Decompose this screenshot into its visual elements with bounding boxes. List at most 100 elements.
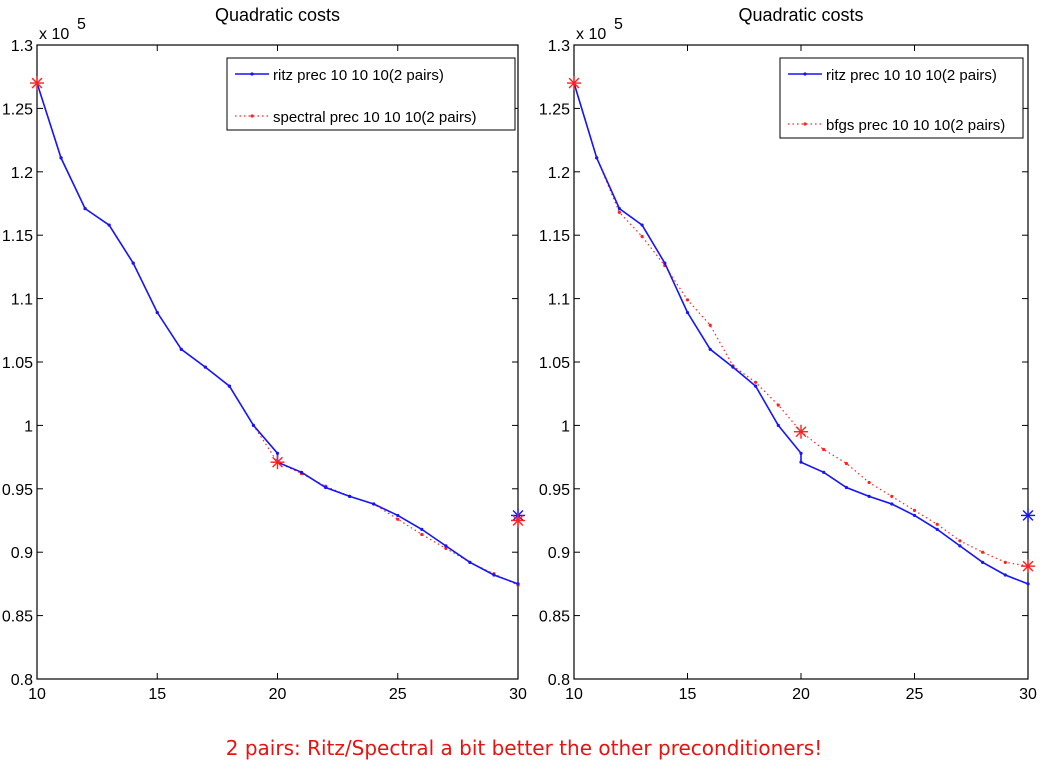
series-point-1	[83, 206, 87, 211]
series-point-1	[107, 223, 111, 227]
legend-box	[226, 57, 516, 131]
series-point-2	[1003, 560, 1007, 564]
series-point-1	[251, 423, 256, 427]
series-point-1	[617, 206, 622, 211]
x-tick-label: 25	[906, 686, 924, 703]
x-tick-label: 20	[269, 686, 287, 703]
y-tick-label: 1.1	[11, 292, 33, 309]
series-point-1	[776, 423, 780, 427]
y-tick-label: 0.8	[548, 672, 570, 689]
asterisk-marker	[567, 76, 581, 91]
series-point-1	[179, 347, 183, 351]
series-line-2	[573, 82, 1029, 567]
y-tick-label: 0.9	[11, 545, 33, 562]
series-point-1	[1026, 582, 1030, 586]
y-tick-label: 0.9	[548, 545, 570, 562]
series-point-1	[444, 544, 448, 548]
series-point-2	[708, 323, 712, 327]
chart-panel-1: Quadratic costs x 10 5 0.8 0.85 0.9 0.95 1 1.05 1…	[2, 5, 527, 703]
legend: ritz prec 10 10 10(2 pairs) bfgs prec 10 …	[779, 57, 1024, 139]
x-tick-label: 15	[148, 686, 166, 703]
y-tick-label: 0.85	[2, 609, 33, 626]
asterisk-marker	[30, 76, 44, 91]
series-point-2	[981, 550, 985, 554]
y-exponent-power: 5	[614, 16, 623, 33]
series-point-1	[731, 365, 735, 369]
y-exponent-label: x 10	[39, 26, 69, 43]
series-point-2	[822, 447, 826, 452]
series-line-1	[36, 82, 519, 585]
x-tick-label: 10	[565, 686, 583, 703]
y-tick-label: 1.25	[539, 101, 570, 118]
x-tick-label: 20	[792, 686, 810, 703]
asterisk-marker	[270, 455, 285, 470]
y-tick-label: 1.3	[11, 38, 33, 55]
series-point-2	[617, 210, 622, 214]
series-line-1	[573, 82, 1029, 585]
series-point-2	[844, 461, 849, 466]
y-tick-label: 0.95	[539, 482, 570, 499]
series-line-2	[36, 82, 519, 586]
y-exponent-power: 5	[77, 16, 86, 33]
series-point-2	[640, 234, 644, 239]
series-point-2	[754, 380, 758, 384]
y-tick-label: 1.15	[539, 228, 570, 245]
series-point-1	[348, 494, 352, 499]
y-tick-label: 1.2	[548, 165, 570, 182]
series-point-1	[958, 544, 962, 548]
plot-area	[36, 44, 519, 680]
series-point-2	[420, 532, 424, 537]
legend-swatch-point	[803, 72, 807, 76]
legend-entry: ritz prec 10 10 10(2 pairs)	[826, 67, 997, 84]
series-point-1	[275, 451, 280, 455]
y-tick-label: 1.1	[548, 292, 570, 309]
series-point-1	[299, 470, 304, 474]
series-point-2	[444, 546, 448, 550]
y-tick-label: 0.8	[11, 672, 33, 689]
series-point-1	[131, 261, 135, 265]
series-point-2	[776, 403, 780, 407]
series-point-1	[640, 223, 644, 227]
legend-swatch-point	[250, 114, 254, 118]
y-exponent-label: x 10	[576, 26, 606, 43]
series-point-1	[935, 527, 939, 531]
asterisk-marker	[794, 424, 808, 439]
series-point-2	[890, 494, 894, 499]
series-point-1	[492, 573, 496, 577]
chart-title: Quadratic costs	[215, 5, 340, 25]
series-point-1	[867, 494, 871, 499]
series-point-1	[516, 582, 520, 586]
series-point-2	[685, 298, 690, 302]
asterisk-marker	[1021, 559, 1035, 574]
series-point-1	[890, 502, 894, 506]
series-point-1	[227, 384, 231, 388]
y-tick-label: 1.3	[548, 38, 570, 55]
series-point-1	[799, 451, 803, 455]
series-point-1	[799, 460, 803, 464]
series-point-1	[468, 560, 472, 564]
series-point-1	[1003, 573, 1007, 577]
chart-panel-2: Quadratic costs x 10 5 0.8 0.85 0.9 0.95 1 1.05 1…	[539, 5, 1037, 703]
y-tick-label: 1.25	[2, 101, 33, 118]
series-point-1	[59, 156, 63, 160]
chart-title: Quadratic costs	[738, 5, 863, 25]
series-point-2	[935, 522, 939, 526]
series-point-1	[203, 365, 207, 369]
series-point-2	[867, 480, 871, 485]
plot-area	[573, 44, 1029, 680]
x-tick-label: 25	[389, 686, 407, 703]
series-point-1	[822, 470, 826, 474]
series-point-1	[912, 513, 917, 518]
y-tick-label: 1	[24, 418, 33, 435]
series-point-2	[912, 508, 917, 512]
caption: 2 pairs: Ritz/Spectral a bit better the …	[225, 736, 823, 760]
series-point-1	[595, 156, 599, 160]
series-point-1	[981, 560, 985, 564]
series-point-1	[372, 502, 376, 506]
legend-entry: bfgs prec 10 10 10(2 pairs)	[826, 117, 1005, 134]
series-point-2	[958, 539, 962, 543]
legend-swatch-point	[803, 122, 807, 126]
x-tick-label: 15	[679, 686, 697, 703]
y-tick-label: 0.95	[2, 482, 33, 499]
